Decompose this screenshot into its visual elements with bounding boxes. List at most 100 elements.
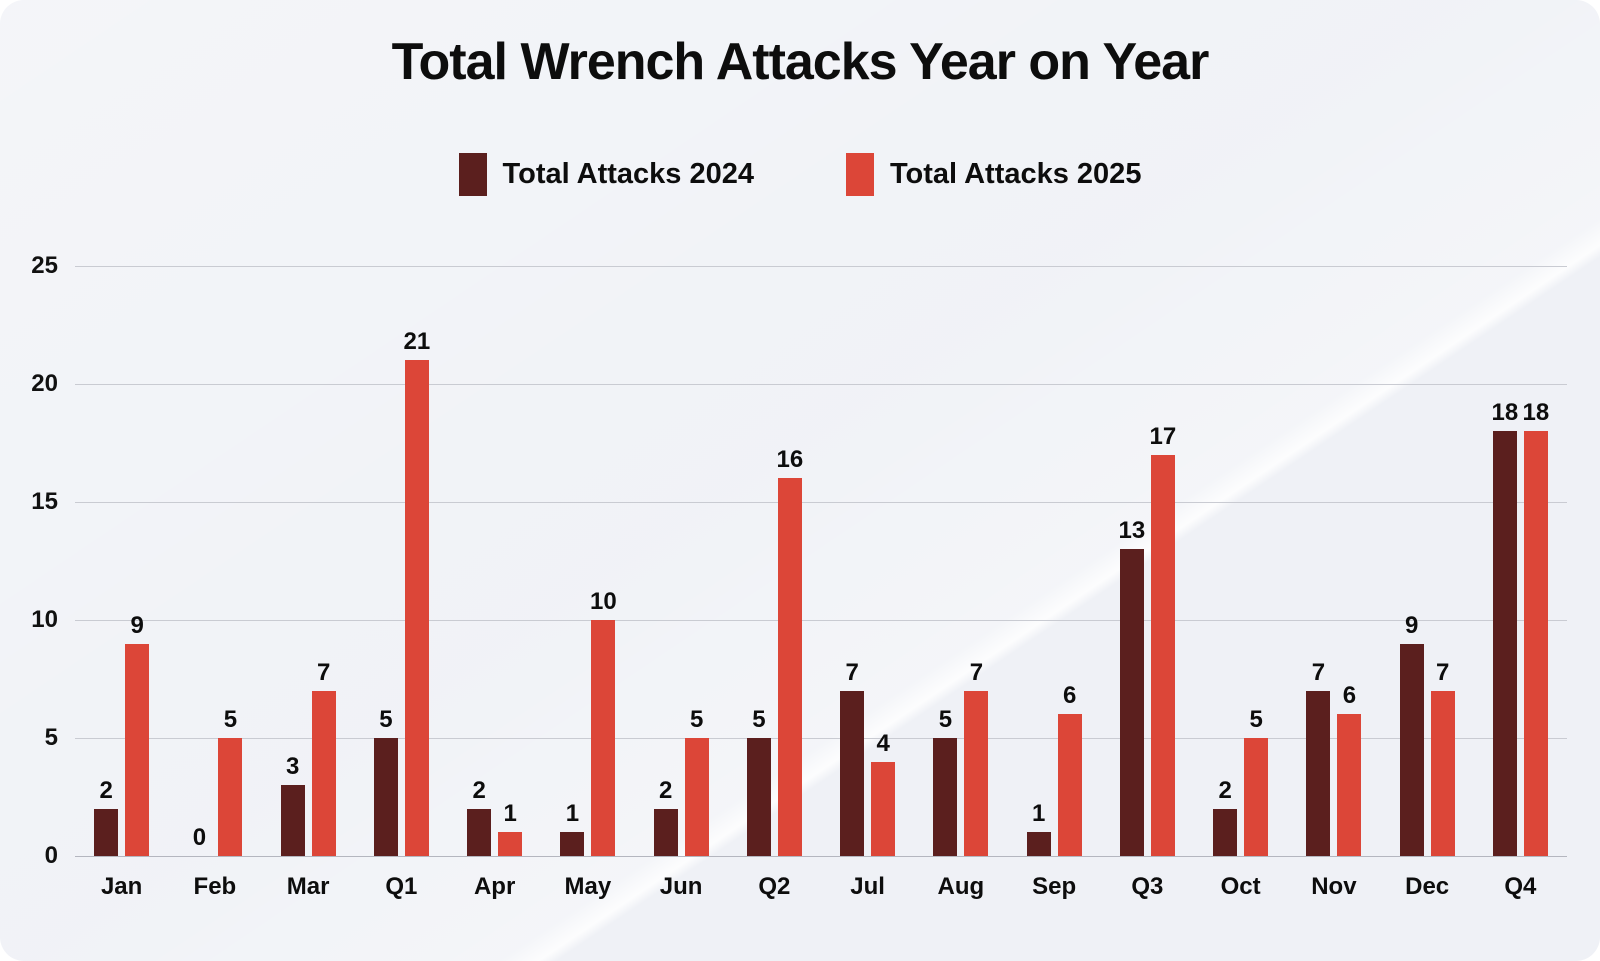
x-axis-label-apr: Apr [473,873,516,900]
value-label: 13 [1118,517,1146,545]
bar-2024-jul: 7 [840,660,865,856]
legend-label: Total Attacks 2024 [502,157,754,190]
legend-item-2025: Total Attacks 2025 [846,152,1141,196]
gridline [75,619,1567,621]
bar-2025-nov: 6 [1337,684,1362,856]
value-label: 7 [316,658,331,686]
bar-2025-jun: 5 [684,708,709,856]
legend-swatch-icon [846,152,874,196]
gridline [75,737,1567,739]
bar-2024-aug: 5 [933,708,958,856]
bar-2025-jul: 4 [871,731,896,856]
bar-2025-q2: 16 [777,448,803,856]
value-label: 2 [658,776,673,804]
value-label: 16 [776,446,804,474]
bar-groups: 2 9 0 5 3 7 5 21 2 1 1 10 2 5 5 16 7 4 5 7 1 6 13 17 2 5 7 6 9 7 18 18 [75,266,1567,856]
value-label: 5 [752,706,766,733]
y-tick-label: 25 [31,252,58,279]
gridline [75,501,1567,503]
bar-group-q4: 18 18 [1474,266,1567,856]
x-axis-label-q4: Q4 [1504,873,1537,900]
value-label: 10 [590,588,617,615]
y-tick-label: 5 [44,724,58,751]
bar-2025-aug: 7 [964,660,989,856]
bar-2024-q1: 5 [373,708,398,856]
bar-2025-q3: 17 [1150,424,1176,856]
value-label: 7 [845,658,859,686]
x-axis-label-may: May [564,873,612,900]
value-label: 7 [969,658,984,686]
bar-2025-apr: 1 [498,802,523,856]
bar-2025-jan: 9 [125,613,150,856]
value-label: 7 [1311,658,1326,686]
x-axis-label-q1: Q1 [385,873,418,900]
bar-2024-jan: 2 [94,778,119,856]
bar-2024-may: 1 [560,802,585,856]
value-label: 6 [1342,682,1357,710]
value-label: 6 [1062,682,1077,710]
bar-2024-sep: 1 [1026,802,1051,856]
x-axis-label-dec: Dec [1405,873,1450,900]
bar-2024-dec: 9 [1399,613,1424,856]
value-label: 5 [1249,706,1263,733]
chart-content: Total Wrench Attacks Year on Year Total … [0,33,1600,901]
bar-2025-oct: 5 [1244,708,1269,856]
value-label: 18 [1522,399,1550,427]
bar-2025-q4: 18 [1523,401,1549,856]
value-label: 7 [1435,658,1450,686]
bar-2025-q1: 21 [404,330,430,856]
value-label: 5 [938,706,953,733]
value-label: 21 [403,328,431,356]
bar-2024-nov: 7 [1306,660,1331,856]
bar-2024-mar: 3 [280,755,305,856]
value-label: 1 [1031,800,1046,828]
bar-2024-q2: 5 [746,708,771,856]
value-label: 17 [1149,422,1177,450]
value-label: 0 [192,824,207,851]
x-axis-baseline [75,855,1567,857]
bar-group-q3: 13 17 [1101,266,1194,856]
x-axis-label-jul: Jul [850,873,885,900]
y-tick-label: 15 [31,488,58,515]
x-axis-label-mar: Mar [286,873,330,900]
bar-2025-may: 10 [590,590,617,856]
bar-2024-apr: 2 [467,778,492,856]
x-axis-labels: Jan Feb Mar Q1 Apr May Jun Q2 Jul Aug Sep Q3 Oct Nov D… [75,873,1567,901]
value-label: 9 [130,611,144,639]
value-label: 5 [379,706,393,733]
legend-item-2024: Total Attacks 2024 [458,152,754,196]
value-label: 18 [1491,399,1519,427]
bar-2025-sep: 6 [1057,684,1082,856]
gridline [75,265,1567,267]
bar-2024-q3: 13 [1119,519,1145,856]
value-label: 5 [689,706,704,733]
plot-area: 0 5 10 15 20 25 2 9 0 5 3 7 5 21 2 1 1 10 2 5 5 16 7 4 5 7 1 6 13 17… [31,254,1567,868]
y-tick-label: 0 [44,842,58,869]
bar-2024-q4: 18 [1492,401,1518,856]
value-label: 2 [1218,776,1232,804]
bar-2025-dec: 7 [1430,660,1455,856]
value-label: 2 [472,776,486,804]
value-label: 1 [565,800,580,828]
value-label: 1 [503,800,517,828]
legend: Total Attacks 2024 Total Attacks 2025 [0,152,1600,196]
x-axis-label-nov: Nov [1311,873,1357,900]
x-axis-label-q2: Q2 [758,873,791,900]
bar-group-q2: 5 16 [728,266,821,856]
x-axis-label-oct: Oct [1220,873,1261,900]
y-tick-label: 20 [31,370,58,397]
gridline [75,383,1567,385]
value-label: 2 [99,776,113,804]
bar-group-q1: 5 21 [355,266,448,856]
x-axis-label-aug: Aug [937,873,985,900]
value-label: 3 [285,753,300,781]
